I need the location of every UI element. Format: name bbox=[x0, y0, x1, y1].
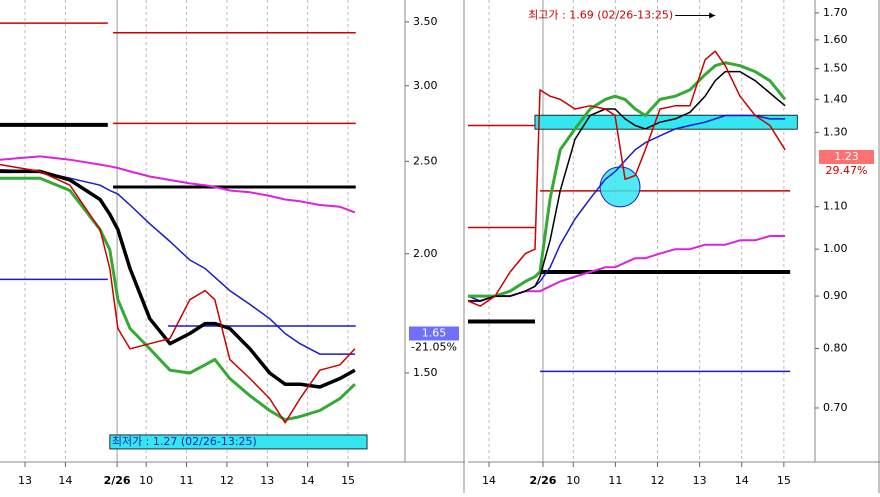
y-tick-label: 3.50 bbox=[413, 15, 438, 28]
series-line bbox=[467, 50, 786, 307]
last-price: 1.23 bbox=[834, 150, 859, 163]
peak-arrow-head bbox=[709, 12, 716, 19]
y-tick-label: 1.70 bbox=[823, 6, 848, 19]
y-tick-label: 2.00 bbox=[413, 247, 438, 260]
low-annotation: 최저가 : 1.27 (02/26-13:25) bbox=[112, 435, 257, 448]
y-tick-label: 1.00 bbox=[823, 242, 848, 255]
last-price: 1.65 bbox=[422, 326, 447, 339]
highlight-circle bbox=[599, 166, 641, 208]
x-tick-label: 14 bbox=[482, 474, 496, 487]
x-tick-label: 13 bbox=[18, 474, 32, 487]
y-tick-label: 0.80 bbox=[823, 342, 848, 355]
highlight-band bbox=[109, 434, 368, 450]
change-percent: 29.47% bbox=[826, 164, 868, 177]
y-tick-label: 0.70 bbox=[823, 401, 848, 414]
x-tick-label: 15 bbox=[777, 474, 791, 487]
series-line bbox=[0, 169, 356, 389]
y-tick-label: 3.00 bbox=[413, 79, 438, 92]
x-tick-label: 11 bbox=[608, 474, 622, 487]
y-tick-label: 0.90 bbox=[823, 289, 848, 302]
y-tick-label: 1.40 bbox=[823, 92, 848, 105]
series-line bbox=[0, 155, 356, 214]
x-tick-label: 12 bbox=[651, 474, 665, 487]
y-tick-label: 1.60 bbox=[823, 33, 848, 46]
x-tick-label: 13 bbox=[260, 474, 274, 487]
x-tick-label: 14 bbox=[735, 474, 749, 487]
y-tick-label: 1.50 bbox=[823, 62, 848, 75]
last-price-box bbox=[819, 149, 874, 164]
x-tick-label: 2/26 bbox=[104, 474, 131, 487]
y-tick-label: 1.10 bbox=[823, 200, 848, 213]
highlight-band bbox=[534, 114, 798, 130]
x-tick-label: 10 bbox=[566, 474, 580, 487]
x-tick-label: 2/26 bbox=[529, 474, 556, 487]
x-tick-label: 12 bbox=[220, 474, 234, 487]
change-percent: -21.05% bbox=[411, 340, 457, 353]
x-tick-label: 14 bbox=[58, 474, 72, 487]
x-tick-label: 14 bbox=[301, 474, 315, 487]
series-line bbox=[468, 70, 786, 302]
last-price-box bbox=[409, 326, 459, 341]
series-line bbox=[0, 176, 356, 422]
series-line bbox=[0, 168, 355, 355]
peak-annotation: 최고가 : 1.69 (02/26-13:25) bbox=[528, 9, 673, 22]
series-line bbox=[0, 163, 356, 424]
x-tick-label: 10 bbox=[139, 474, 153, 487]
y-tick-label: 1.50 bbox=[413, 366, 438, 379]
y-tick-label: 2.50 bbox=[413, 154, 438, 167]
x-tick-label: 13 bbox=[693, 474, 707, 487]
x-tick-label: 15 bbox=[341, 474, 355, 487]
y-tick-label: 1.30 bbox=[823, 125, 848, 138]
x-tick-label: 11 bbox=[180, 474, 194, 487]
